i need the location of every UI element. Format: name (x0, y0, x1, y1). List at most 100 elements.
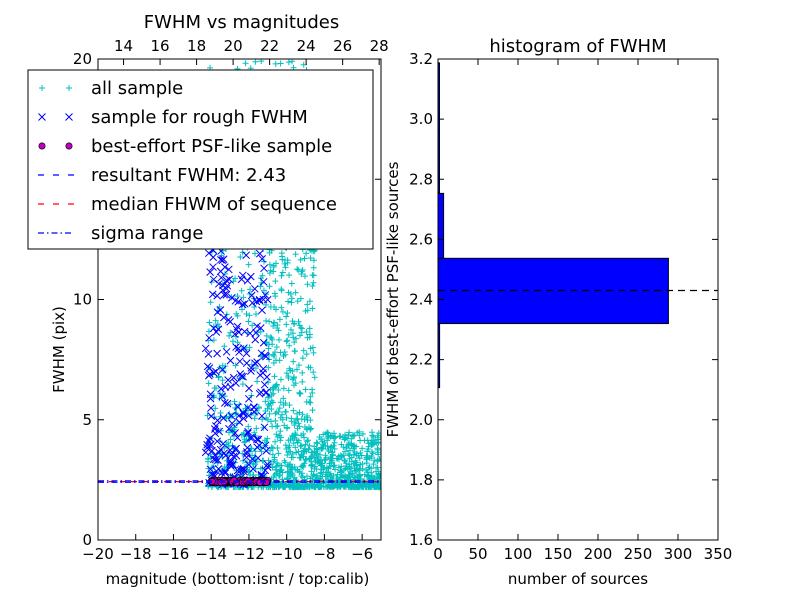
data-point (275, 327, 282, 334)
data-point (239, 414, 248, 423)
data-point (303, 398, 310, 405)
data-point (234, 312, 241, 319)
data-point (226, 429, 233, 436)
data-point (353, 452, 360, 459)
data-point (233, 433, 242, 442)
data-point (330, 435, 337, 442)
data-point (351, 465, 358, 472)
legend: all sample sample for rough FWHM best-effo… (27, 69, 374, 250)
data-point (272, 466, 279, 473)
data-point (365, 472, 372, 479)
data-point (204, 371, 213, 380)
y-tick-label: 3.2 (409, 50, 433, 68)
data-point (238, 300, 247, 309)
data-point (299, 411, 306, 418)
data-point (328, 443, 335, 450)
histogram-x-label: number of sources (508, 570, 648, 588)
data-point (221, 451, 230, 460)
data-point (237, 372, 246, 380)
data-point (304, 301, 311, 308)
data-point (249, 322, 256, 329)
data-point (260, 423, 269, 432)
top-x-tick-label: 28 (370, 37, 389, 55)
data-point (318, 436, 325, 443)
data-point (244, 411, 253, 420)
data-point (331, 462, 338, 469)
top-x-tick-label: 16 (151, 37, 170, 55)
data-point (303, 455, 310, 462)
data-point (259, 365, 268, 373)
data-point (208, 290, 217, 299)
data-point (313, 446, 320, 453)
data-point (300, 447, 307, 454)
data-point (275, 386, 282, 393)
data-point (308, 461, 315, 468)
data-point (294, 298, 301, 305)
data-point (264, 416, 271, 423)
data-point (256, 371, 265, 379)
x-tick-label: 350 (704, 545, 733, 563)
data-point (296, 332, 303, 339)
data-point (320, 443, 327, 450)
top-x-tick-label: 26 (333, 37, 352, 55)
data-point (356, 471, 363, 478)
data-point (253, 358, 261, 367)
data-point (215, 279, 223, 288)
data-point (303, 329, 310, 336)
data-point (357, 475, 364, 482)
data-point (368, 453, 375, 460)
data-point (277, 414, 284, 421)
data-point (279, 269, 286, 276)
data-point (324, 429, 331, 436)
data-point (280, 395, 287, 402)
data-point (346, 461, 353, 468)
data-point (306, 334, 313, 341)
data-point (272, 349, 279, 356)
y-tick-label: 5 (82, 411, 92, 429)
data-point (338, 482, 345, 489)
data-point (272, 438, 279, 445)
data-point (298, 268, 305, 275)
data-point (273, 482, 280, 489)
y-tick-label: 20 (73, 50, 92, 68)
scatter-title: FWHM vs magnitudes (144, 12, 339, 33)
data-point (297, 443, 304, 450)
data-point (299, 369, 306, 376)
data-point (354, 429, 361, 436)
data-point (245, 384, 253, 393)
data-point (218, 392, 227, 401)
histogram-panel: 0 50 100 150 200 250 300 350 1.6 1.8 2.0 2.2 2.4 2.6 2… (384, 36, 732, 588)
data-point (227, 329, 234, 336)
data-point (314, 472, 321, 479)
data-point (283, 446, 290, 453)
data-point (259, 338, 268, 347)
x-tick-label: 250 (624, 545, 653, 563)
data-point (353, 459, 360, 466)
data-point (359, 430, 366, 437)
data-point (299, 267, 306, 274)
data-point (270, 458, 277, 465)
data-point (303, 250, 310, 257)
data-point (285, 298, 292, 305)
legend-label: sample for rough FWHM (91, 107, 308, 128)
data-point (204, 412, 211, 419)
data-point (232, 325, 241, 334)
data-point (257, 349, 266, 358)
data-point (287, 448, 294, 455)
data-point (287, 436, 294, 443)
data-point (286, 402, 293, 409)
data-point (299, 470, 306, 477)
data-point (220, 449, 229, 457)
histogram-y-label: FWHM of best-effort PSF-like sources (384, 161, 402, 437)
data-point (299, 355, 306, 362)
data-point (261, 466, 270, 475)
data-point (233, 322, 242, 331)
data-point (295, 420, 302, 427)
data-point (341, 466, 348, 473)
data-point (260, 287, 267, 294)
data-point (258, 306, 266, 315)
data-point (324, 435, 331, 442)
data-point (223, 399, 232, 408)
data-point (282, 400, 289, 407)
